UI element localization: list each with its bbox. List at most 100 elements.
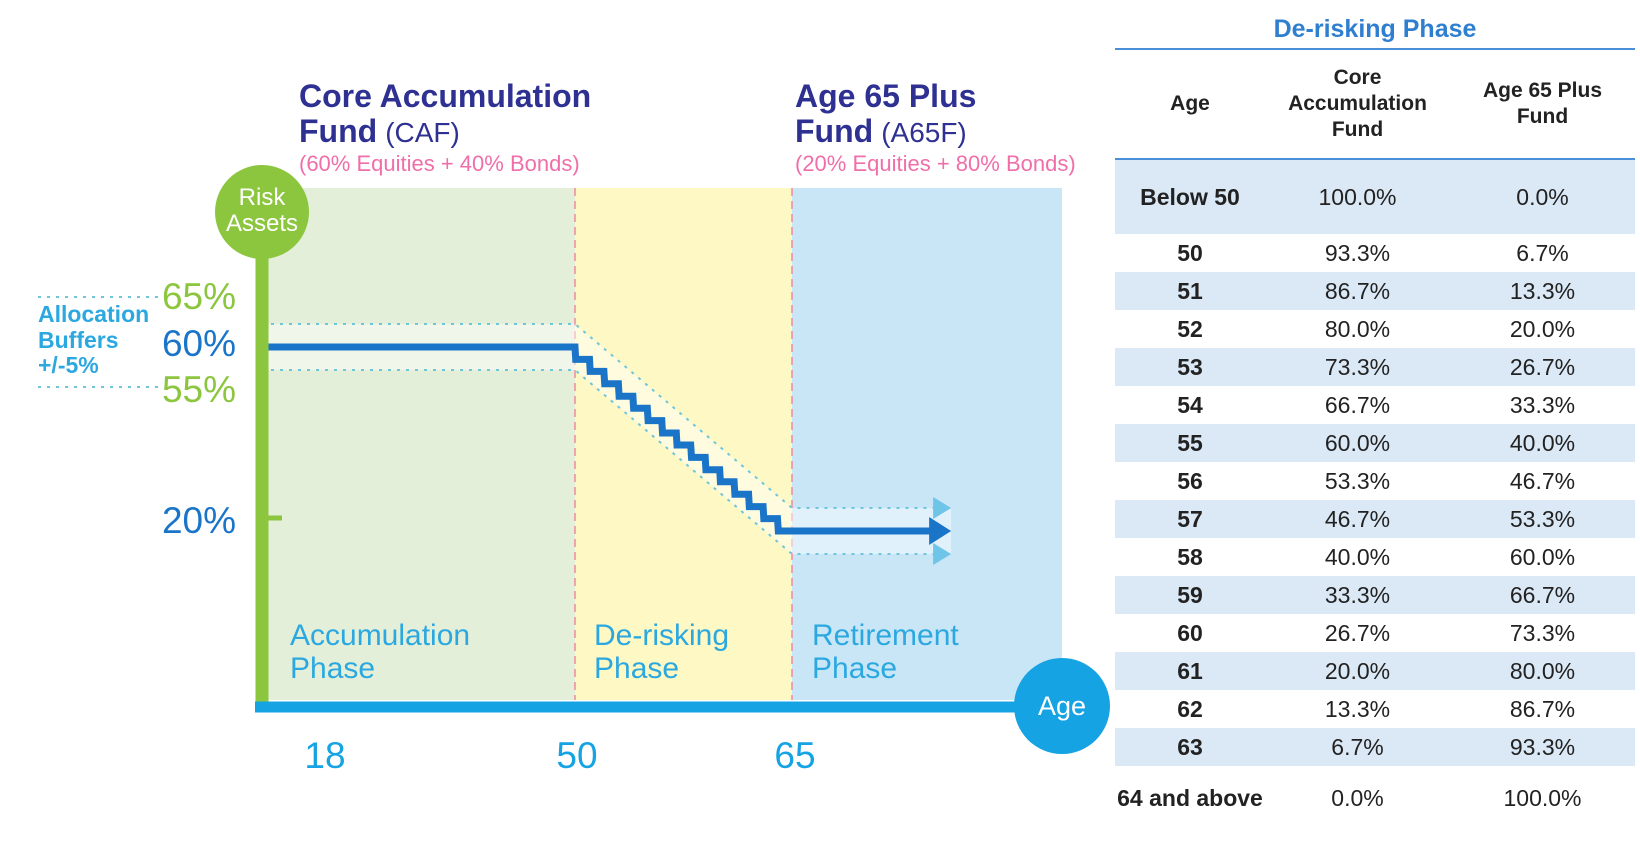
caf-title-line1: Core Accumulation <box>299 78 591 114</box>
cell-age: 60 <box>1177 619 1203 646</box>
cell-caf: 33.3% <box>1324 581 1391 608</box>
phase-bg-accumulation <box>262 188 575 700</box>
cell-age: 59 <box>1177 581 1203 608</box>
table-row: Below 50 100.0% 0.0% <box>1115 160 1635 234</box>
header-a65-1: Age 65 Plus <box>1482 79 1603 102</box>
cell-a65: 6.7% <box>1516 239 1569 266</box>
header-caf-2: Accumulation <box>1288 92 1427 115</box>
buffer-label-line2: Buffers <box>38 327 119 353</box>
cell-caf: 93.3% <box>1324 239 1391 266</box>
header-caf: Core Accumulation Fund <box>1265 65 1450 143</box>
header-a65: Age 65 Plus Fund <box>1450 78 1635 130</box>
table-row: 59 33.3% 66.7% <box>1115 576 1635 614</box>
cell-age: 62 <box>1177 695 1203 722</box>
cell-age: 61 <box>1177 657 1203 684</box>
table-row: 51 86.7% 13.3% <box>1115 272 1635 310</box>
cell-a65: 73.3% <box>1509 619 1576 646</box>
table-row: 54 66.7% 33.3% <box>1115 386 1635 424</box>
y-axis-label-line1: Risk <box>239 184 287 211</box>
phase-label-accumulation-1: Accumulation <box>290 619 470 652</box>
cell-caf: 0.0% <box>1331 784 1384 811</box>
header-caf-3: Fund <box>1331 118 1384 141</box>
cell-a65: 86.7% <box>1509 695 1576 722</box>
cell-caf: 100.0% <box>1318 183 1397 210</box>
a65-title-line2: Fund (A65F) <box>795 113 967 149</box>
table-row: 57 46.7% 53.3% <box>1115 500 1635 538</box>
cell-a65: 100.0% <box>1503 784 1582 811</box>
x-tick-label-65: 65 <box>774 735 815 776</box>
table-row: 58 40.0% 60.0% <box>1115 538 1635 576</box>
y-axis-label-line2: Assets <box>226 210 298 237</box>
phase-label-retirement-1: Retirement <box>812 619 959 652</box>
cell-age: 50 <box>1177 239 1203 266</box>
cell-a65: 40.0% <box>1509 429 1576 456</box>
cell-age: 57 <box>1177 505 1203 532</box>
cell-caf: 66.7% <box>1324 391 1391 418</box>
y-tick-label-65: 65% <box>162 276 236 317</box>
caf-title-line2: Fund (CAF) <box>299 113 460 149</box>
cell-age: 63 <box>1177 733 1203 760</box>
buffer-label-line3: +/-5% <box>38 352 99 378</box>
a65-title-fund: Fund <box>795 113 873 149</box>
table-row: 56 53.3% 46.7% <box>1115 462 1635 500</box>
table-top-rule <box>1115 48 1635 50</box>
x-tick-label-50: 50 <box>556 735 597 776</box>
cell-caf: 86.7% <box>1324 277 1391 304</box>
cell-a65: 46.7% <box>1509 467 1576 494</box>
cell-caf: 53.3% <box>1324 467 1391 494</box>
table-header-rule <box>1115 158 1635 160</box>
cell-a65: 0.0% <box>1516 183 1569 210</box>
x-axis-label: Age <box>1038 691 1086 721</box>
cell-age: 54 <box>1177 391 1203 418</box>
cell-age: 58 <box>1177 543 1203 570</box>
cell-caf: 46.7% <box>1324 505 1391 532</box>
table-row: 64 and above 0.0% 100.0% <box>1115 766 1635 830</box>
cell-a65: 20.0% <box>1509 315 1576 342</box>
buffer-lower-arrow <box>933 543 952 565</box>
cell-caf: 13.3% <box>1324 695 1391 722</box>
cell-age: 55 <box>1177 429 1203 456</box>
cell-age: 53 <box>1177 353 1203 380</box>
cell-a65: 53.3% <box>1509 505 1576 532</box>
cell-a65: 33.3% <box>1509 391 1576 418</box>
cell-caf: 60.0% <box>1324 429 1391 456</box>
table-row: 52 80.0% 20.0% <box>1115 310 1635 348</box>
header-age: Age <box>1170 92 1210 115</box>
phase-label-derisking-2: Phase <box>594 652 679 685</box>
table-row: 55 60.0% 40.0% <box>1115 424 1635 462</box>
cell-age: 56 <box>1177 467 1203 494</box>
y-tick-label-60: 60% <box>162 323 236 364</box>
table-row: 63 6.7% 93.3% <box>1115 728 1635 766</box>
table-body: Below 50 100.0% 0.0% 50 93.3% 6.7% 51 86.7% 13.3… <box>1115 160 1635 830</box>
cell-age: 51 <box>1177 277 1203 304</box>
x-axis-badge <box>1014 658 1110 754</box>
derisking-table: De-risking Phase Age Core Accumulation F… <box>1115 10 1635 830</box>
a65-abbr: (A65F) <box>881 117 967 148</box>
table-row: 62 13.3% 86.7% <box>1115 690 1635 728</box>
a65-title-line1: Age 65 Plus <box>795 78 976 114</box>
cell-caf: 20.0% <box>1324 657 1391 684</box>
table-row: 61 20.0% 80.0% <box>1115 652 1635 690</box>
table-header: Age Core Accumulation Fund Age 65 Plus F… <box>1115 50 1635 158</box>
cell-age: Below 50 <box>1140 183 1240 210</box>
cell-caf: 40.0% <box>1324 543 1391 570</box>
cell-a65: 26.7% <box>1509 353 1576 380</box>
a65-mix: (20% Equities + 80% Bonds) <box>795 151 1076 176</box>
glide-path-arrow <box>929 517 952 545</box>
phase-label-accumulation-2: Phase <box>290 652 375 685</box>
cell-age: 52 <box>1177 315 1203 342</box>
glide-path-chart: Risk Assets Age 65% 60% 55% 20% Allocati… <box>38 78 1110 776</box>
table-row: 53 73.3% 26.7% <box>1115 348 1635 386</box>
y-axis-badge <box>215 165 309 259</box>
caf-title-fund: Fund <box>299 113 377 149</box>
y-tick-label-55: 55% <box>162 369 236 410</box>
cell-a65: 93.3% <box>1509 733 1576 760</box>
phase-label-retirement-2: Phase <box>812 652 897 685</box>
phase-label-derisking-1: De-risking <box>594 619 729 652</box>
cell-age: 64 and above <box>1117 784 1263 811</box>
cell-caf: 80.0% <box>1324 315 1391 342</box>
table-title: De-risking Phase <box>1273 15 1477 43</box>
y-tick-label-20: 20% <box>162 500 236 541</box>
x-tick-label-18: 18 <box>304 735 345 776</box>
header-caf-1: Core <box>1333 66 1382 89</box>
